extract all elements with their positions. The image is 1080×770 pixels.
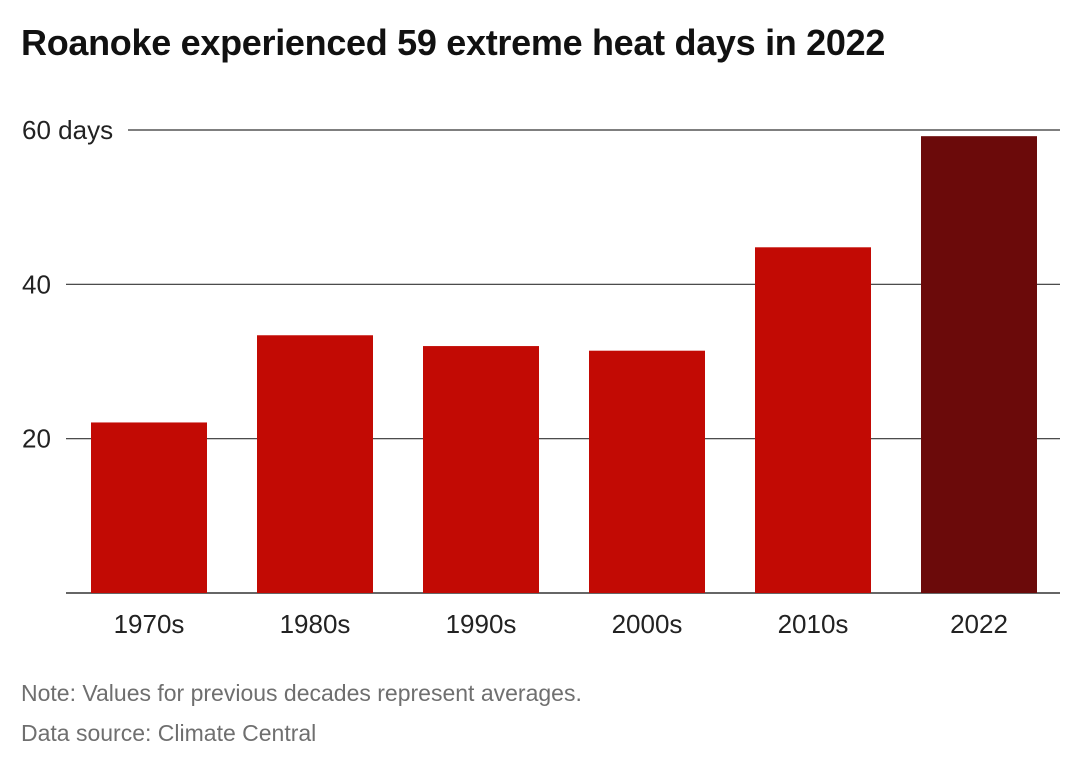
- data-source: Data source: Climate Central: [21, 720, 317, 746]
- bar-2000s: [589, 350, 705, 593]
- chart-note: Note: Values for previous decades repres…: [21, 680, 582, 706]
- bars: [91, 136, 1037, 593]
- x-tick-label: 2010s: [778, 609, 849, 639]
- bar-1990s: [423, 346, 539, 593]
- y-tick-labels: 20 40 60 days: [22, 115, 113, 454]
- x-tick-label: 2000s: [612, 609, 683, 639]
- bar-2022: [921, 136, 1037, 593]
- y-tick-label: 20: [22, 424, 51, 454]
- y-tick-label: 60 days: [22, 115, 113, 145]
- bar-1980s: [257, 335, 373, 593]
- bar-2010s: [755, 247, 871, 593]
- x-tick-label: 1990s: [446, 609, 517, 639]
- bar-1970s: [91, 422, 207, 593]
- chart-title: Roanoke experienced 59 extreme heat days…: [21, 22, 886, 63]
- x-tick-label: 1980s: [280, 609, 351, 639]
- x-tick-label: 1970s: [114, 609, 185, 639]
- x-tick-labels: 1970s 1980s 1990s 2000s 2010s 2022: [114, 609, 1008, 639]
- gridlines: [66, 129, 1060, 594]
- y-tick-label: 40: [22, 269, 51, 299]
- x-tick-label: 2022: [950, 609, 1008, 639]
